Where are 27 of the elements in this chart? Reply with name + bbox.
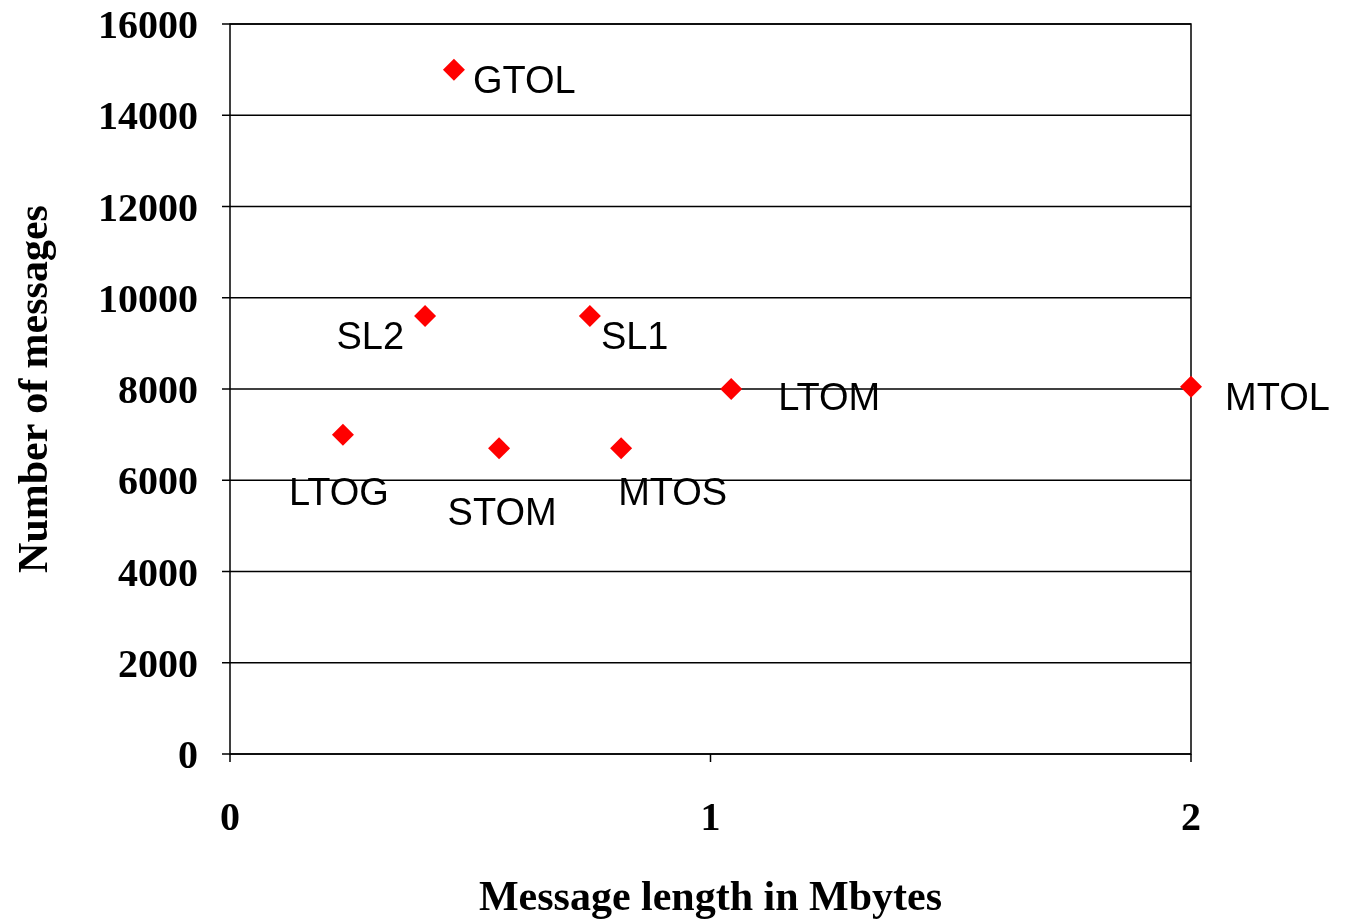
x-tick-label: 0: [220, 794, 240, 839]
y-tick-label: 16000: [98, 2, 198, 47]
y-tick-label: 14000: [98, 93, 198, 139]
annotation: SL1: [600, 315, 669, 358]
point: [414, 305, 437, 327]
point: [488, 437, 511, 460]
x-tick-label: 2: [1181, 794, 1201, 839]
point: [1180, 375, 1202, 398]
x-tick-label: 1: [700, 794, 721, 839]
y-axis-title: Number of messages: [9, 205, 56, 573]
x-axis-title: Message length in Mbytes: [478, 872, 943, 919]
y-tick-label: 4000: [118, 549, 198, 595]
point: [331, 423, 354, 446]
y-tick-label: 0: [178, 732, 198, 777]
annotation: GTOL: [472, 58, 576, 101]
point: [720, 378, 743, 400]
y-tick-label: 10000: [98, 275, 198, 321]
annotation: SL2: [336, 315, 405, 358]
annotation: MTOL: [1225, 376, 1330, 419]
y-tick-label: 2000: [118, 640, 198, 686]
point: [442, 58, 465, 81]
y-tick-label: 6000: [118, 458, 198, 504]
point: [578, 305, 601, 327]
point: [610, 437, 633, 460]
annotation: STOM: [447, 490, 557, 533]
y-tick-label: 12000: [98, 184, 198, 230]
y-tick-label: 8000: [118, 367, 198, 412]
